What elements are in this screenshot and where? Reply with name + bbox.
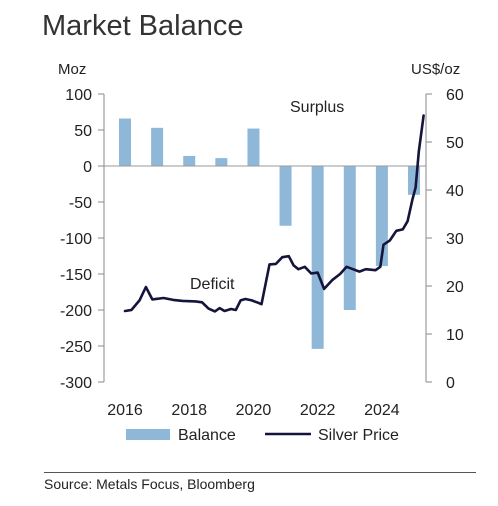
x-tick-label: 2022 bbox=[300, 402, 336, 419]
annotation-deficit: Deficit bbox=[190, 276, 235, 293]
x-tick-label: 2020 bbox=[236, 402, 272, 419]
right-tick-label: 60 bbox=[446, 87, 464, 104]
bar-balance-2020 bbox=[247, 129, 259, 166]
right-tick-label: 40 bbox=[446, 183, 464, 200]
legend: Balance Silver Price bbox=[126, 427, 399, 444]
left-tick-label: -200 bbox=[60, 303, 92, 320]
left-axis-label: Moz bbox=[58, 61, 86, 78]
left-tick-label: -50 bbox=[69, 195, 92, 212]
bars-layer bbox=[119, 118, 420, 348]
source-note: Source: Metals Focus, Bloomberg bbox=[44, 476, 255, 492]
right-tick-label: 0 bbox=[446, 375, 455, 392]
bar-balance-2016 bbox=[119, 118, 131, 166]
x-tick-label: 2018 bbox=[171, 402, 207, 419]
left-tick-label: -150 bbox=[60, 267, 92, 284]
legend-swatch-balance bbox=[126, 429, 170, 440]
legend-label-silver-price: Silver Price bbox=[318, 427, 399, 444]
bar-balance-2021 bbox=[280, 166, 292, 226]
bar-balance-2022 bbox=[312, 166, 324, 349]
left-tick-label: -250 bbox=[60, 339, 92, 356]
right-axis-label: US$/oz bbox=[411, 61, 460, 78]
left-tick-label: 100 bbox=[65, 87, 92, 104]
source-divider bbox=[44, 472, 476, 473]
right-tick-label: 10 bbox=[446, 327, 464, 344]
bar-balance-2019 bbox=[215, 158, 227, 166]
right-tick-label: 50 bbox=[446, 135, 464, 152]
bar-balance-2018 bbox=[183, 156, 195, 166]
left-tick-label: -100 bbox=[60, 231, 92, 248]
bar-balance-2023 bbox=[344, 166, 356, 310]
annotation-surplus: Surplus bbox=[290, 99, 344, 116]
x-tick-label: 2024 bbox=[364, 402, 400, 419]
left-tick-label: 50 bbox=[74, 123, 92, 140]
left-tick-label: -300 bbox=[60, 375, 92, 392]
x-tick-label: 2016 bbox=[107, 402, 143, 419]
left-tick-label: 0 bbox=[83, 159, 92, 176]
right-tick-label: 30 bbox=[446, 231, 464, 248]
right-tick-label: 20 bbox=[446, 279, 464, 296]
bar-balance-2017 bbox=[151, 128, 163, 166]
legend-label-balance: Balance bbox=[178, 427, 236, 444]
